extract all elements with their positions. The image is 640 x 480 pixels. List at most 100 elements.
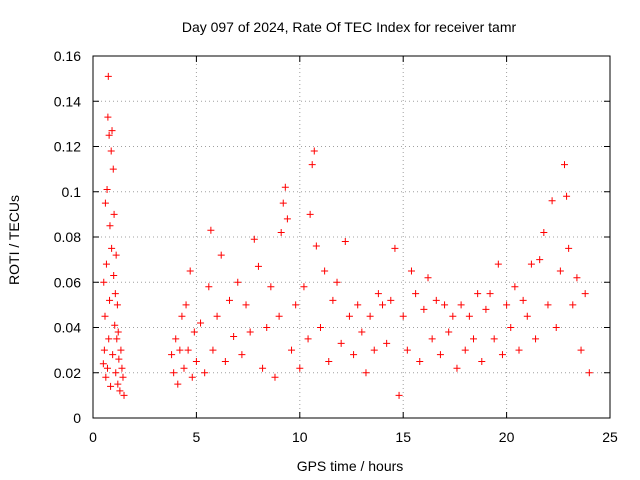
data-point [519,296,527,304]
grid-lines [93,56,610,418]
data-point [114,328,122,336]
data-point [109,165,117,173]
axis-ticks [92,55,611,419]
data-point [577,346,585,354]
y-tick-label: 0.04 [54,320,81,336]
y-tick-label: 0.14 [54,93,81,109]
y-tick-label: 0 [73,410,81,426]
data-point [310,147,318,155]
data-point [110,271,118,279]
data-point [100,346,108,354]
data-point [119,373,127,381]
data-point [112,251,120,259]
y-tick-label: 0.08 [54,229,81,245]
data-point [308,161,316,169]
data-point [283,215,291,223]
data-point [420,305,428,313]
data-point [511,283,519,291]
data-point [221,357,229,365]
data-point [436,351,444,359]
data-point [527,260,535,268]
y-tick-label: 0.1 [62,184,82,200]
data-point [111,321,119,329]
data-point [565,244,573,252]
data-point [115,355,123,363]
data-point [213,312,221,320]
data-point [102,260,110,268]
data-point [432,296,440,304]
data-point [461,346,469,354]
data-point [428,335,436,343]
data-point [275,312,283,320]
data-point [391,244,399,252]
data-point [341,238,349,246]
x-tick-label: 10 [292,429,308,445]
y-tick-label: 0.12 [54,139,81,155]
data-point [503,301,511,309]
data-point [271,373,279,381]
data-point [116,387,124,395]
data-points [99,72,593,399]
data-point [362,369,370,377]
data-point [180,364,188,372]
y-tick-label: 0.06 [54,274,81,290]
data-point [556,267,564,275]
data-point [186,267,194,275]
data-point [552,324,560,331]
data-point [188,373,196,381]
data-point [292,301,300,309]
data-point [498,351,506,359]
data-point [312,242,320,250]
data-point [387,296,395,304]
data-point [217,251,225,259]
data-point [536,256,544,264]
data-point [111,290,119,298]
y-tick-label: 0.16 [54,48,81,64]
data-point [321,267,329,275]
data-point [548,197,556,205]
data-point [306,210,314,218]
data-point [337,339,345,347]
data-point [110,210,118,218]
data-point [176,346,184,354]
data-point [449,312,457,320]
data-point [182,301,190,309]
data-point [507,324,515,331]
data-point [300,283,308,291]
data-point [230,333,238,341]
data-point [325,357,333,365]
data-point [395,391,403,399]
data-point [118,364,126,372]
data-point [329,296,337,304]
data-point [350,351,358,359]
data-point [474,290,482,298]
x-tick-label: 20 [499,429,515,445]
data-point [424,274,432,282]
data-point [172,335,180,343]
data-point [345,312,353,320]
x-tick-label: 5 [193,429,201,445]
data-point [114,380,122,388]
data-point [412,290,420,298]
data-point [494,260,502,268]
data-point [184,346,192,354]
data-point [441,301,449,309]
data-point [254,262,262,270]
data-point [569,301,577,309]
data-point [101,312,109,320]
y-axis-title: ROTI / TECUs [6,195,22,285]
data-point [108,244,116,252]
data-point [209,346,217,354]
data-point [470,335,478,343]
data-point [457,301,465,309]
data-point [333,278,341,286]
data-point [416,357,424,365]
data-point [383,339,391,347]
data-point [197,319,205,327]
data-point [366,312,374,320]
data-point [100,278,108,286]
data-point [379,301,387,309]
data-point [515,346,523,354]
data-point [106,296,114,304]
data-point [104,113,112,121]
